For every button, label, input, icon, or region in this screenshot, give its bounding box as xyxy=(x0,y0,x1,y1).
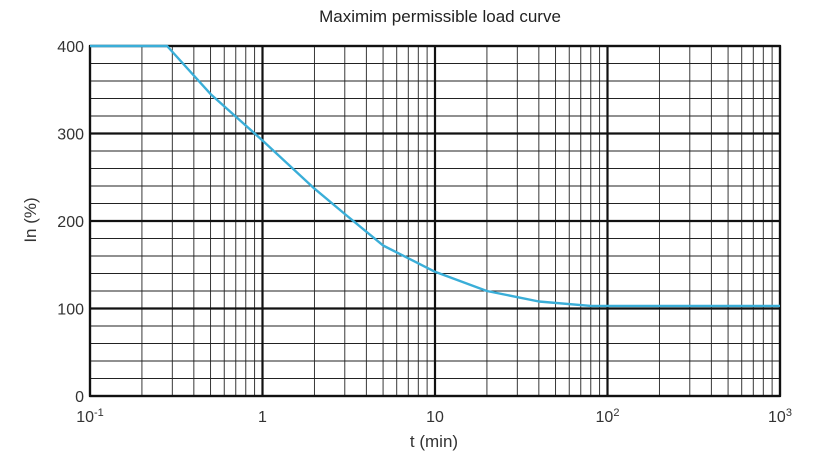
y-tick-label: 400 xyxy=(57,39,84,56)
x-tick-label: 103 xyxy=(768,407,792,426)
x-tick-label: 102 xyxy=(596,407,620,426)
y-axis-label: In (%) xyxy=(21,197,40,242)
x-tick-label: 10 xyxy=(426,409,444,426)
series-line xyxy=(90,44,780,308)
plot-frame xyxy=(88,44,782,398)
y-tick-label: 300 xyxy=(57,127,84,144)
x-tick-label: 1 xyxy=(258,409,267,426)
chart-title: Maximim permissible load curve xyxy=(319,7,561,26)
chart-series xyxy=(90,44,780,308)
chart-grid xyxy=(88,44,782,398)
y-tick-label: 0 xyxy=(75,389,84,406)
x-axis-label: t (min) xyxy=(410,432,458,451)
y-tick-label: 200 xyxy=(57,214,84,231)
chart-ticks: 0 100 200 300 400 10-1 1 10 102 103 xyxy=(57,39,792,426)
x-tick-label: 10-1 xyxy=(76,407,104,426)
y-tick-label: 100 xyxy=(57,302,84,319)
